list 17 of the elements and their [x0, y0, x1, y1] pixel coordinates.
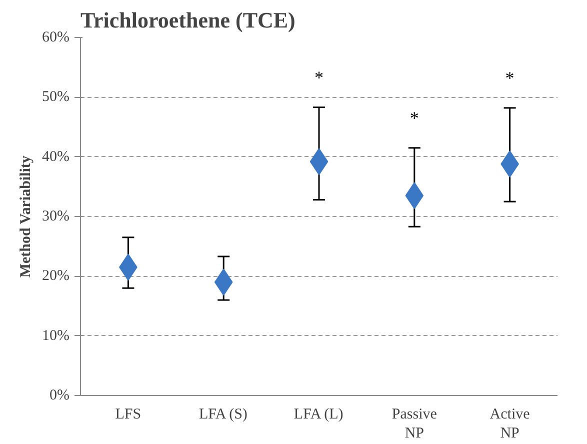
y-tick-label: 60%: [42, 30, 70, 46]
x-tick-label: LFA (S): [198, 406, 248, 422]
annotation: *: [410, 108, 419, 128]
annotation: *: [314, 67, 324, 88]
chart-title: Trichloroethene (TCE): [80, 8, 296, 32]
y-tick-label: 20%: [42, 268, 70, 284]
x-tick-label: LFS: [115, 406, 142, 422]
annotation: *: [505, 68, 514, 88]
y-tick-label: 0%: [50, 388, 70, 404]
y-tick-label: 10%: [42, 328, 70, 344]
x-tick-label: LFA (L): [294, 406, 344, 422]
x-tick-label: Passive NP: [392, 406, 438, 442]
y-axis-title: Method Variability: [18, 155, 34, 278]
y-tick-label: 30%: [42, 208, 70, 224]
x-tick-label: Active NP: [490, 406, 530, 442]
y-tick-label: 50%: [42, 89, 70, 106]
y-tick-label: 40%: [42, 148, 70, 165]
